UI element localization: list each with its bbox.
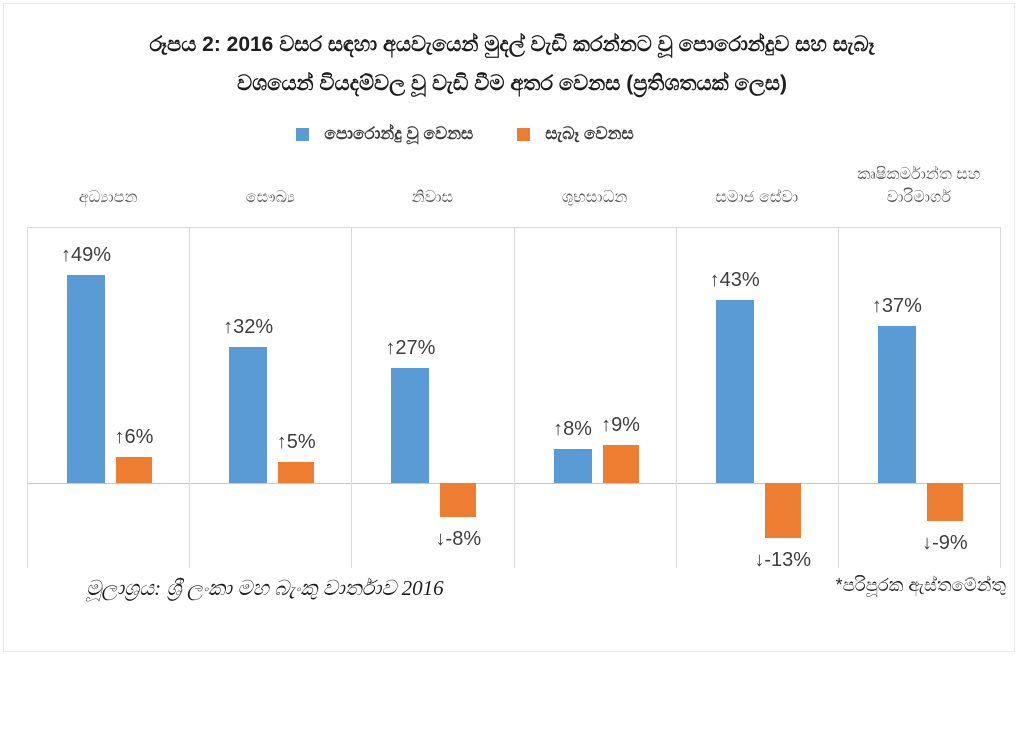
promised-change-value-label: ↑8% (553, 418, 592, 440)
source-caption: මූලාශ්‍රය: ශ්‍රී ලංකා මහ බැංකු වාර්තාව 2… (86, 576, 444, 600)
promised-change-bar (67, 275, 105, 483)
actual-change-value-label: ↑6% (114, 426, 154, 448)
promised-change-bar (391, 368, 430, 483)
category-label-health: සෞඛ්‍ය (245, 189, 295, 206)
actual-change-value-label: ↓-13% (754, 549, 812, 571)
zero-baseline (27, 483, 1000, 484)
plot-area: ↑49% ↑6% ↑32% ↑5% ↑27% ↓-8% ↑8% ↑9% ↑43% ↓-13% ↑37… (27, 227, 1001, 571)
category-label-housing: නිවාස (411, 189, 454, 206)
chart-legend: පොරොන්දු වූ වෙනස සැබෑ වෙනස (0, 124, 930, 144)
legend-item-promised: පොරොන්දු වූ වෙනස (296, 124, 473, 144)
actual-change-value-label: ↑5% (276, 431, 316, 453)
actual-change-value-label: ↓-9% (922, 532, 968, 554)
promised-change-bar (553, 449, 592, 483)
chart-panel-2: ↑32% ↑5% (189, 228, 351, 568)
actual-change-bar (764, 483, 801, 538)
chart-panel-1: ↑49% ↑6% (27, 228, 189, 568)
legend-label-promised: පොරොන්දු වූ වෙනස (324, 124, 474, 143)
promised-change-bar (229, 347, 268, 483)
promised-change-bar (877, 326, 916, 483)
chart-panel-5: ↑43% ↓-13% (675, 228, 838, 571)
actual-change-bar (116, 457, 152, 483)
figure-border (3, 3, 1015, 652)
chart-panel-3: ↑27% ↓-8% (351, 228, 513, 568)
chart-title: රූපය 2: 2016 වසර සඳහා අයවැයෙන් මුදල් වැඩ… (0, 25, 1024, 103)
actual-change-value-label: ↑9% (601, 414, 640, 436)
promised-change-value-label: ↑32% (223, 316, 274, 338)
legend-label-actual: සැබෑ වෙනස (545, 124, 634, 143)
promised-change-value-label: ↑49% (60, 244, 112, 266)
category-label-agriculture-irrigation: කෘෂිකර්මාන්ත සහ වාරිමාර්ග (857, 166, 981, 206)
category-label-welfare: ශුභසාධන (561, 189, 628, 206)
actual-change-bar (440, 483, 477, 517)
actual-change-bar (602, 445, 639, 483)
promised-change-value-label: ↑37% (871, 295, 922, 317)
chart-panel-4: ↑8% ↑9% (513, 228, 676, 568)
actual-change-bar (926, 483, 963, 521)
chart-title-line2: වශයෙන් වියදම්වල වූ වැඩි වීම අතර වෙනස (ප්… (237, 72, 787, 95)
footnote-supplementary-estimates: *පරිපූරක ඇස්තමේන්තු (835, 575, 1006, 595)
actual-change-value-label: ↓-8% (435, 528, 482, 550)
promised-change-value-label: ↑43% (709, 269, 760, 291)
legend-item-actual: සැබෑ වෙනස (517, 124, 634, 144)
category-label-education: අධ්‍යාපන (78, 189, 138, 206)
chart-panel-6: ↑37% ↓-9% (837, 228, 1000, 568)
promised-change-bar (715, 300, 754, 483)
legend-swatch-orange-icon (517, 127, 531, 141)
legend-swatch-blue-icon (296, 127, 310, 141)
category-label-social-services: සමාජ සේවා (715, 189, 799, 206)
promised-change-value-label: ↑27% (385, 337, 436, 359)
category-labels-row: අධ්‍යාපන සෞඛ්‍ය නිවාස ශුභසාධන සමාජ සේවා … (27, 158, 1000, 215)
chart-title-line1: රූපය 2: 2016 වසර සඳහා අයවැයෙන් මුදල් වැඩ… (149, 33, 875, 56)
actual-change-bar (278, 462, 315, 483)
